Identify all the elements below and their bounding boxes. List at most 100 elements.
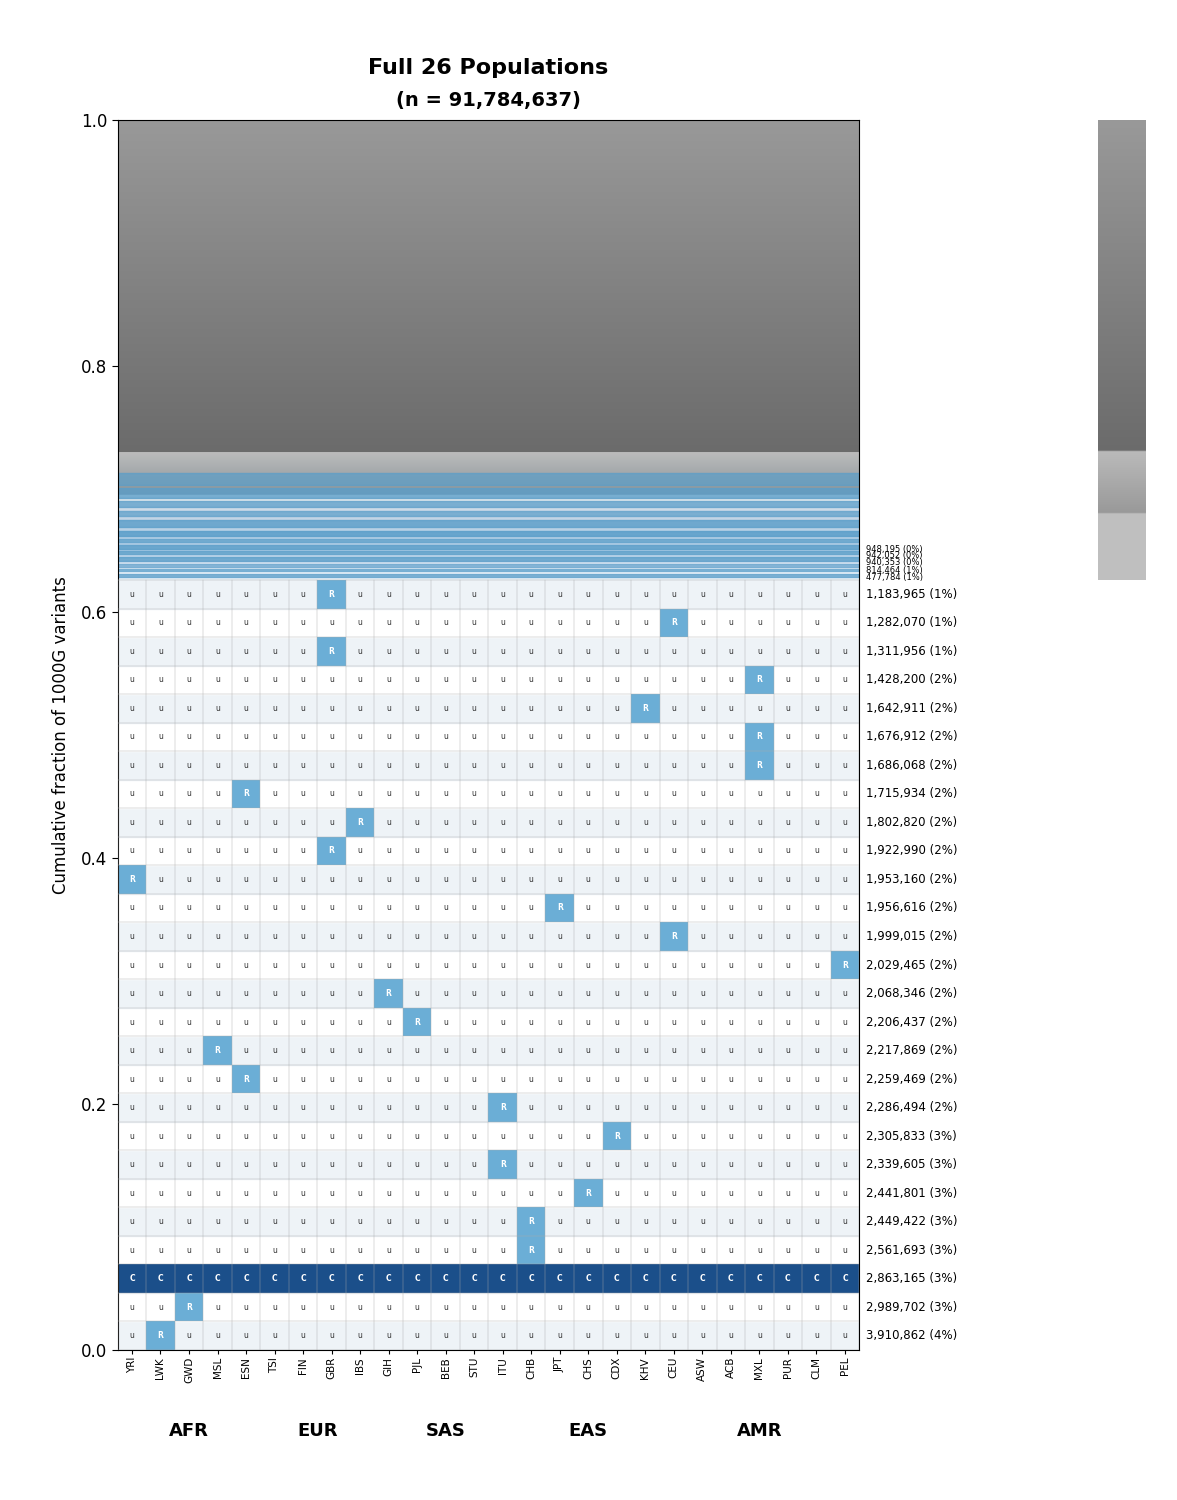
Bar: [773, 1264, 803, 1293]
Text: u: u: [614, 988, 619, 998]
Text: u: u: [586, 1245, 591, 1254]
Text: (n = 91,784,637): (n = 91,784,637): [395, 92, 581, 110]
Text: u: u: [614, 818, 619, 827]
Text: C: C: [272, 1274, 278, 1282]
Text: u: u: [386, 903, 391, 912]
Text: u: u: [187, 590, 192, 598]
Text: u: u: [244, 732, 248, 741]
Text: u: u: [843, 1160, 847, 1168]
Text: u: u: [244, 1131, 248, 1140]
Text: u: u: [244, 1188, 248, 1197]
Text: u: u: [386, 1046, 391, 1054]
Text: u: u: [614, 1074, 619, 1083]
Text: u: u: [300, 988, 306, 998]
Text: u: u: [414, 874, 419, 884]
Text: 3,910,862 (4%): 3,910,862 (4%): [865, 1329, 957, 1342]
Text: u: u: [614, 1102, 619, 1112]
Text: 2,217,869 (2%): 2,217,869 (2%): [865, 1044, 957, 1058]
Text: 2,339,605 (3%): 2,339,605 (3%): [865, 1158, 957, 1172]
Text: u: u: [700, 846, 705, 855]
Text: 2,441,801 (3%): 2,441,801 (3%): [865, 1186, 957, 1200]
Text: u: u: [500, 960, 505, 969]
Text: u: u: [444, 618, 448, 627]
Text: u: u: [330, 618, 334, 627]
Text: u: u: [843, 1302, 847, 1311]
Text: u: u: [330, 1216, 334, 1225]
Text: u: u: [215, 1017, 220, 1026]
Text: u: u: [244, 932, 248, 940]
Text: u: u: [671, 704, 677, 712]
Text: u: u: [358, 932, 363, 940]
Text: R: R: [557, 903, 563, 912]
Text: u: u: [671, 846, 677, 855]
Text: u: u: [814, 1160, 819, 1168]
Text: C: C: [842, 1274, 847, 1282]
Text: u: u: [129, 1330, 134, 1340]
Text: R: R: [757, 760, 763, 770]
Text: u: u: [558, 1330, 563, 1340]
Text: u: u: [244, 846, 248, 855]
Text: u: u: [700, 675, 705, 684]
Text: u: u: [472, 932, 477, 940]
Text: u: u: [700, 1188, 705, 1197]
Text: u: u: [129, 732, 134, 741]
Text: u: u: [614, 1216, 619, 1225]
Text: u: u: [843, 732, 847, 741]
Text: u: u: [272, 1046, 277, 1054]
Text: u: u: [129, 960, 134, 969]
Text: R: R: [244, 1074, 250, 1083]
Text: 1,428,200 (2%): 1,428,200 (2%): [865, 674, 957, 687]
Text: 2,863,165 (3%): 2,863,165 (3%): [865, 1272, 957, 1286]
Text: u: u: [729, 618, 733, 627]
Text: u: u: [643, 960, 647, 969]
Text: u: u: [729, 932, 733, 940]
Text: u: u: [215, 1330, 220, 1340]
Text: u: u: [386, 1131, 391, 1140]
Text: u: u: [814, 1017, 819, 1026]
Text: u: u: [386, 1160, 391, 1168]
Text: u: u: [729, 960, 733, 969]
Text: u: u: [785, 1046, 790, 1054]
Text: u: u: [472, 846, 477, 855]
Text: u: u: [814, 960, 819, 969]
Bar: [118, 1236, 859, 1264]
Text: u: u: [187, 704, 192, 712]
Text: u: u: [843, 1216, 847, 1225]
Text: u: u: [614, 1160, 619, 1168]
Text: u: u: [814, 1102, 819, 1112]
Text: u: u: [614, 1245, 619, 1254]
Text: u: u: [187, 1102, 192, 1112]
Text: u: u: [785, 618, 790, 627]
Text: u: u: [757, 846, 762, 855]
Text: u: u: [586, 1302, 591, 1311]
Text: u: u: [187, 1245, 192, 1254]
Text: u: u: [814, 1302, 819, 1311]
Text: u: u: [129, 988, 134, 998]
Text: 2,449,422 (3%): 2,449,422 (3%): [865, 1215, 957, 1228]
Text: u: u: [158, 646, 162, 656]
Text: u: u: [528, 789, 533, 798]
Bar: [118, 666, 859, 694]
Text: u: u: [558, 1102, 563, 1112]
Bar: [574, 1264, 603, 1293]
Text: u: u: [158, 1102, 162, 1112]
Text: u: u: [330, 1188, 334, 1197]
Text: u: u: [330, 1074, 334, 1083]
Text: u: u: [300, 1102, 306, 1112]
Text: u: u: [129, 1102, 134, 1112]
Text: u: u: [158, 618, 162, 627]
Text: u: u: [643, 1188, 647, 1197]
Text: u: u: [843, 1131, 847, 1140]
Text: u: u: [414, 590, 419, 598]
Text: u: u: [358, 590, 363, 598]
Text: u: u: [187, 618, 192, 627]
Text: u: u: [472, 1017, 477, 1026]
Text: u: u: [300, 1188, 306, 1197]
Text: u: u: [558, 1131, 563, 1140]
Text: u: u: [414, 903, 419, 912]
Text: u: u: [129, 789, 134, 798]
Text: u: u: [272, 646, 277, 656]
Text: u: u: [843, 590, 847, 598]
Text: u: u: [187, 1330, 192, 1340]
Text: u: u: [500, 1245, 505, 1254]
